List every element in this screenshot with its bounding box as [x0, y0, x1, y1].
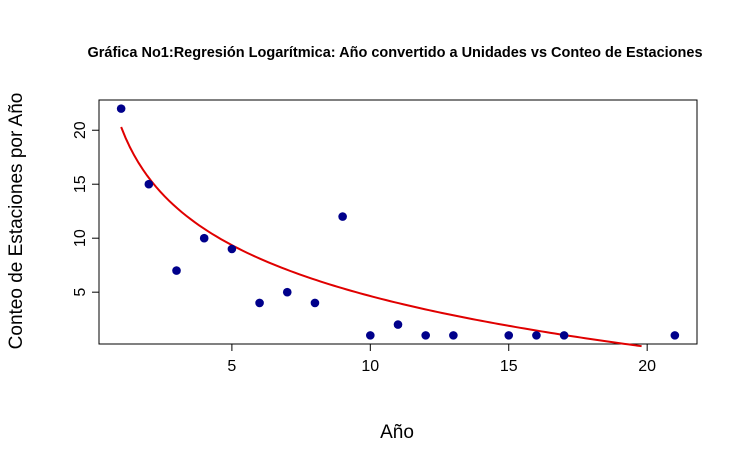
data-point: [504, 331, 514, 340]
data-point: [227, 244, 237, 254]
data-point: [310, 298, 320, 308]
y-axis-label: Conteo de Estaciones por Año: [6, 93, 27, 350]
data-points: [116, 104, 680, 340]
data-point: [670, 331, 680, 340]
data-point: [144, 179, 154, 189]
y-tick-label: 10: [72, 229, 89, 247]
regression-curve: [120, 126, 642, 348]
data-point: [449, 331, 458, 340]
plot-frame: [98, 99, 698, 345]
data-point: [282, 287, 292, 297]
y-tick-label: 15: [72, 175, 89, 193]
data-point: [532, 331, 541, 340]
data-point: [116, 104, 126, 113]
data-point: [255, 298, 264, 308]
x-axis: 5 10 15 20: [227, 343, 656, 375]
y-axis: 5 10 15 20: [72, 121, 100, 297]
x-axis-label: Año: [380, 422, 414, 443]
chart-title: Gráfica No1:Regresión Logarítmica: Año c…: [87, 45, 702, 61]
x-tick-label: 20: [638, 358, 656, 375]
data-point: [199, 233, 209, 243]
data-point: [172, 266, 181, 275]
x-tick-label: 15: [500, 358, 518, 375]
x-tick-label: 10: [361, 358, 379, 375]
data-point: [421, 331, 430, 340]
y-tick-label: 5: [72, 288, 89, 297]
x-tick-label: 5: [227, 358, 236, 375]
data-point: [393, 320, 403, 329]
y-tick-label: 20: [72, 121, 89, 139]
data-point: [559, 331, 569, 340]
data-point: [338, 212, 347, 221]
data-point: [366, 331, 375, 340]
